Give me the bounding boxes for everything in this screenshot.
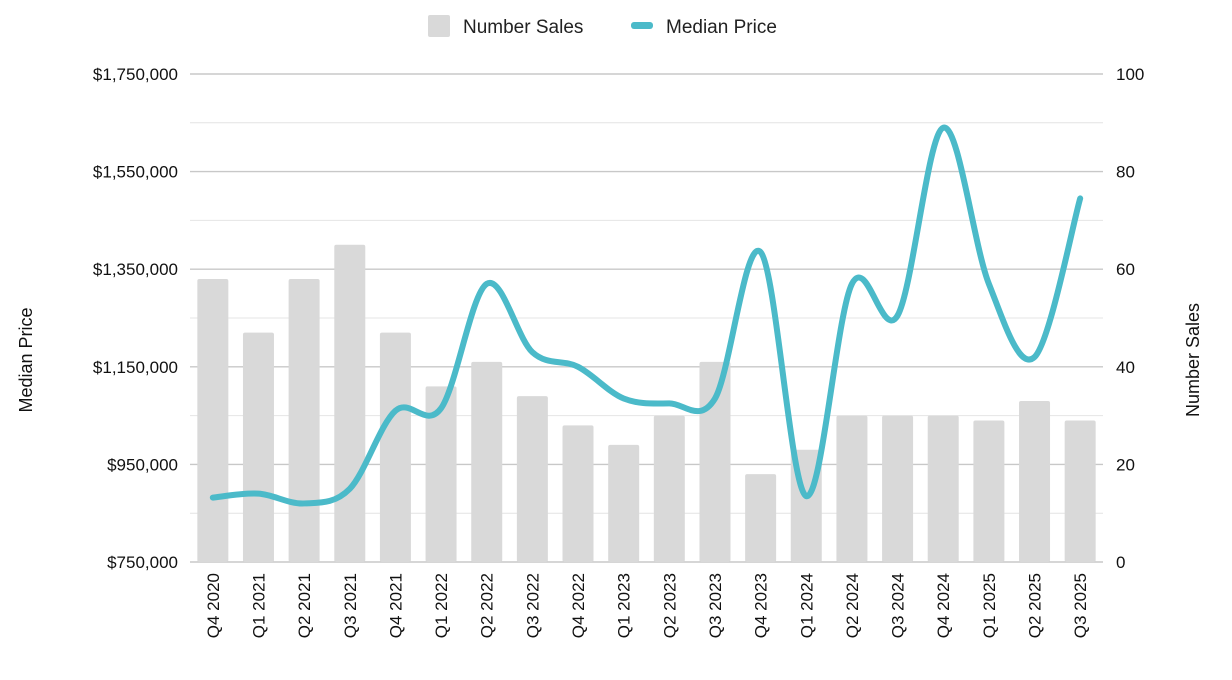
x-tick-label: Q1 2023 <box>615 573 634 638</box>
x-tick-label: Q3 2025 <box>1071 573 1090 638</box>
x-tick-label: Q4 2023 <box>752 573 771 638</box>
bar <box>471 361 503 562</box>
legend-label-median-price: Median Price <box>666 17 777 38</box>
bar <box>882 415 914 562</box>
x-tick-label: Q3 2022 <box>523 573 542 638</box>
right-axis-ticks: 0 20 40 60 80 100 <box>1116 65 1144 572</box>
x-tick-label: Q1 2025 <box>980 573 999 638</box>
right-tick-label: 80 <box>1116 163 1135 182</box>
bar <box>1064 420 1096 562</box>
line-point <box>714 398 716 400</box>
legend-swatch-number-sales <box>428 15 450 37</box>
line-point <box>623 398 625 400</box>
line-point <box>394 410 396 412</box>
right-tick-label: 0 <box>1116 553 1125 572</box>
x-tick-label: Q3 2021 <box>341 573 360 638</box>
line-point <box>760 251 762 253</box>
x-tick-label: Q4 2021 <box>386 573 405 638</box>
bar <box>836 415 868 562</box>
line-point <box>531 351 533 353</box>
line-point <box>577 366 579 368</box>
bar <box>242 332 274 562</box>
left-tick-label: $1,750,000 <box>93 65 178 84</box>
right-tick-label: 60 <box>1116 260 1135 279</box>
x-tick-label: Q2 2025 <box>1026 573 1045 638</box>
line-point <box>257 493 259 495</box>
x-tick-label: Q1 2022 <box>432 573 451 638</box>
bar <box>379 332 411 562</box>
bar <box>927 415 959 562</box>
bar <box>334 244 366 563</box>
bar <box>608 444 640 562</box>
x-axis-ticks: Q4 2020 Q1 2021 Q2 2021 Q3 2021 Q4 2021 Q1 20… <box>204 573 1090 638</box>
line-point <box>805 495 807 497</box>
line-point <box>988 283 990 285</box>
legend-swatch-median-price <box>631 22 653 29</box>
bar <box>425 386 457 562</box>
x-tick-label: Q2 2022 <box>478 573 497 638</box>
right-tick-label: 40 <box>1116 358 1135 377</box>
x-tick-label: Q4 2024 <box>934 573 953 638</box>
line-point <box>303 502 305 504</box>
x-tick-label: Q1 2024 <box>797 573 816 638</box>
bar <box>562 425 594 562</box>
x-tick-label: Q2 2023 <box>660 573 679 638</box>
right-tick-label: 20 <box>1116 455 1135 474</box>
left-axis-title: Median Price <box>16 307 36 412</box>
line-point <box>349 488 351 490</box>
left-tick-label: $1,550,000 <box>93 163 178 182</box>
x-tick-label: Q2 2021 <box>295 573 314 638</box>
legend: Number Sales Median Price <box>428 15 777 38</box>
x-tick-label: Q2 2024 <box>843 573 862 638</box>
gridlines <box>190 73 1103 563</box>
x-tick-label: Q3 2024 <box>889 573 908 638</box>
bar <box>973 420 1005 562</box>
x-tick-label: Q1 2021 <box>249 573 268 638</box>
line-series <box>209 124 1084 507</box>
left-axis-ticks: $750,000 $950,000 $1,150,000 $1,350,000 $1,5… <box>93 65 178 572</box>
bar <box>1019 400 1051 562</box>
line-point <box>897 315 899 317</box>
line-point <box>1079 197 1081 199</box>
bar <box>745 474 777 562</box>
x-tick-label: Q4 2022 <box>569 573 588 638</box>
bar <box>653 415 685 562</box>
x-tick-label: Q3 2023 <box>706 573 725 638</box>
line-point <box>440 407 442 409</box>
line-point <box>851 283 853 285</box>
line-point <box>212 497 214 499</box>
left-tick-label: $950,000 <box>107 455 178 474</box>
x-tick-label: Q4 2020 <box>204 573 223 638</box>
line-point <box>942 127 944 129</box>
left-tick-label: $1,350,000 <box>93 260 178 279</box>
bar <box>516 396 548 562</box>
line-point <box>668 402 670 404</box>
line-point <box>1034 356 1036 358</box>
bar <box>699 361 731 562</box>
bar <box>288 278 320 562</box>
left-tick-label: $1,150,000 <box>93 358 178 377</box>
right-tick-label: 100 <box>1116 65 1144 84</box>
bar <box>197 278 229 562</box>
right-axis-title: Number Sales <box>1183 303 1203 417</box>
legend-label-number-sales: Number Sales <box>463 17 583 38</box>
left-tick-label: $750,000 <box>107 553 178 572</box>
line-point <box>486 283 488 285</box>
